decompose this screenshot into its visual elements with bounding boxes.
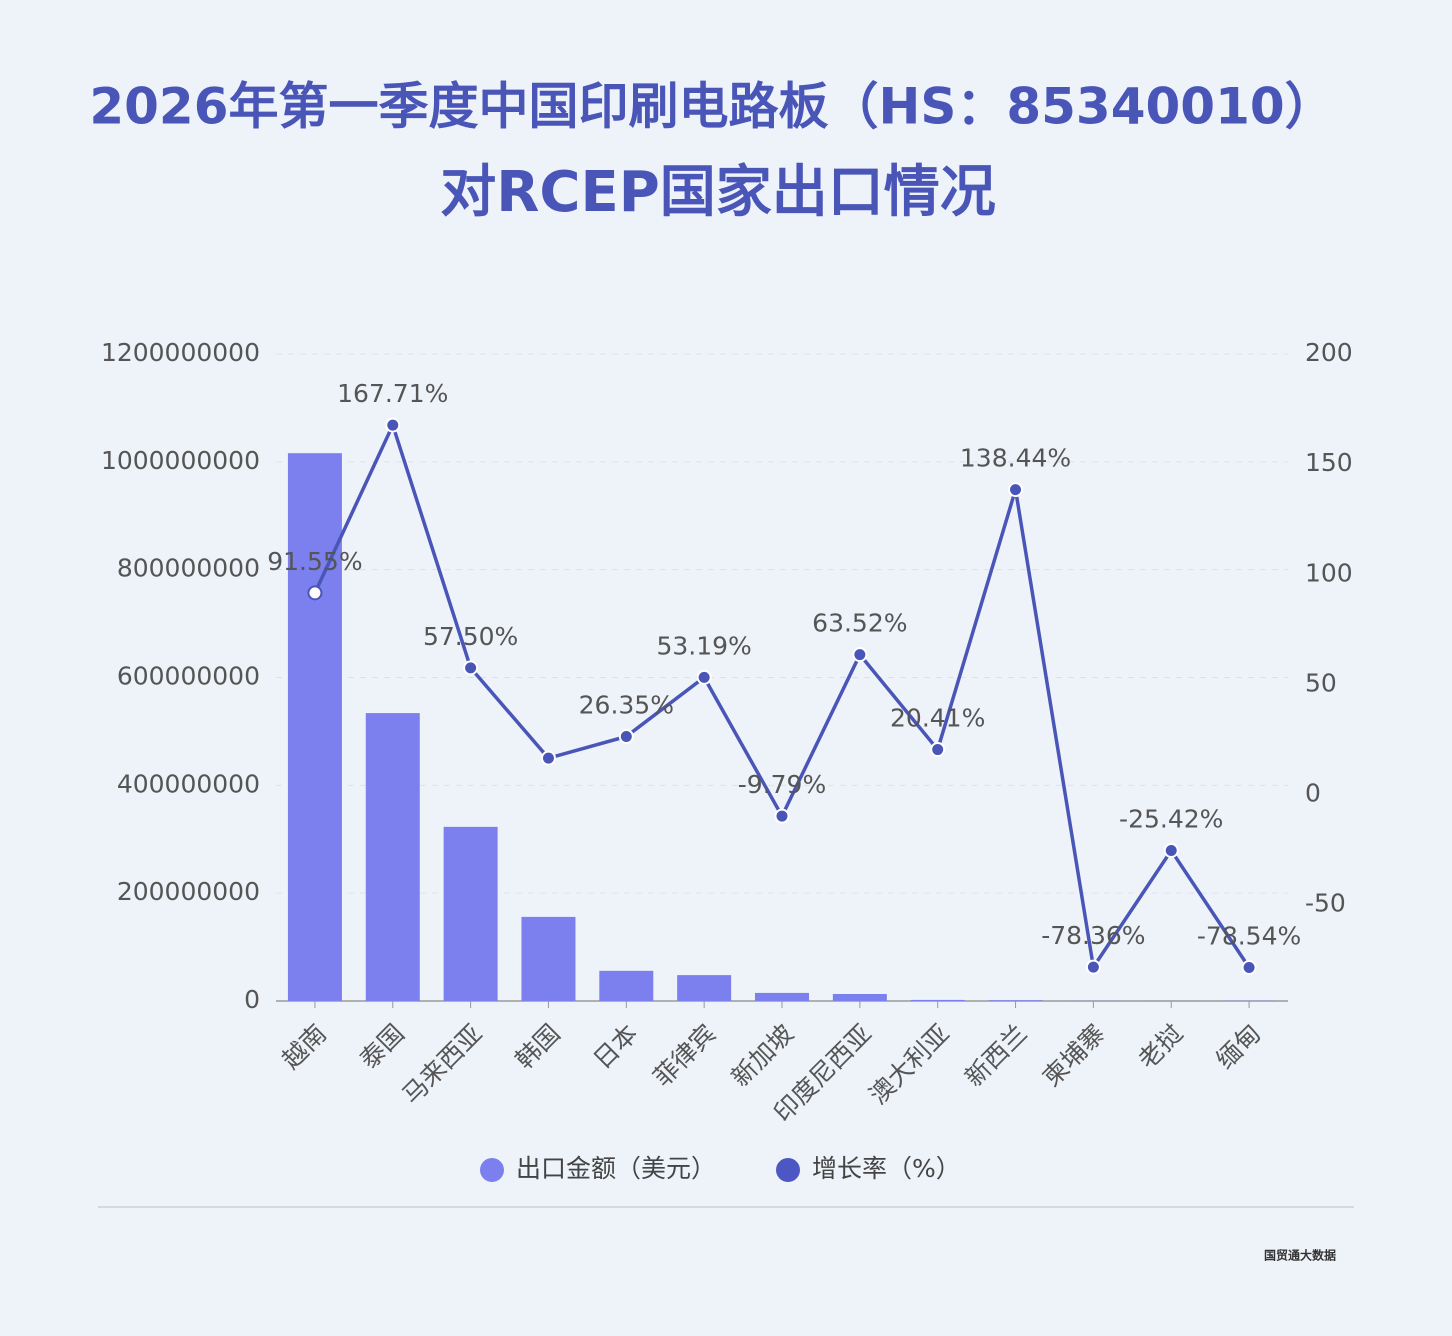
data-label: -9.79% <box>738 770 826 799</box>
legend-label: 增长率（%） <box>812 1154 961 1183</box>
line-point <box>930 742 946 758</box>
line-point <box>1241 959 1257 975</box>
data-label: 167.71% <box>337 379 448 408</box>
chart-title: 对RCEP国家出口情况 <box>440 160 996 225</box>
line-point <box>1085 959 1101 975</box>
y2-tick-label: 0 <box>1305 779 1321 808</box>
data-label: 26.35% <box>579 690 674 719</box>
y-tick-label: 0 <box>244 985 260 1014</box>
bar <box>599 970 654 1001</box>
y2-tick-label: 50 <box>1305 668 1337 697</box>
legend-marker <box>776 1158 800 1182</box>
y2-tick-label: -50 <box>1305 889 1346 918</box>
y-tick-label: 600000000 <box>117 662 260 691</box>
bar <box>287 453 342 1001</box>
legend-marker <box>480 1158 504 1182</box>
data-label: 53.19% <box>656 631 751 660</box>
bar <box>910 999 965 1001</box>
bar <box>988 1000 1043 1001</box>
y2-tick-label: 150 <box>1305 448 1353 477</box>
legend-label: 出口金额（美元） <box>516 1154 716 1183</box>
line-point <box>463 660 479 676</box>
bar <box>521 916 576 1001</box>
data-label: 63.52% <box>812 609 907 638</box>
bar <box>443 826 498 1001</box>
data-label: 57.50% <box>423 622 518 651</box>
line-point <box>852 647 868 663</box>
line-point <box>618 728 634 744</box>
data-label: 20.41% <box>890 704 985 733</box>
bar <box>755 992 809 1001</box>
y-tick-label: 1200000000 <box>101 338 260 367</box>
data-label: -78.36% <box>1041 921 1145 950</box>
line-point <box>385 417 401 433</box>
source-logo: 国贸通大数据 <box>1264 1248 1336 1263</box>
line-point <box>774 808 790 824</box>
line-point <box>1163 842 1179 858</box>
y-tick-label: 1000000000 <box>101 446 260 475</box>
data-label: -78.54% <box>1197 921 1301 950</box>
line-point <box>1008 482 1024 498</box>
line-point <box>696 669 712 685</box>
chart-title: 2026年第一季度中国印刷电路板（HS：85340010） <box>89 78 1334 136</box>
y-tick-label: 400000000 <box>117 769 260 798</box>
data-label: 91.55% <box>267 547 362 576</box>
bar <box>832 993 887 1001</box>
bar <box>677 975 732 1001</box>
bar <box>365 713 420 1001</box>
data-label: 138.44% <box>960 444 1071 473</box>
data-label: -25.42% <box>1119 804 1223 833</box>
y-tick-label: 800000000 <box>117 554 260 583</box>
line-point <box>307 585 323 601</box>
y2-tick-label: 100 <box>1305 558 1353 587</box>
y-tick-label: 200000000 <box>117 877 260 906</box>
line-point <box>540 750 556 766</box>
y2-tick-label: 200 <box>1305 338 1353 367</box>
